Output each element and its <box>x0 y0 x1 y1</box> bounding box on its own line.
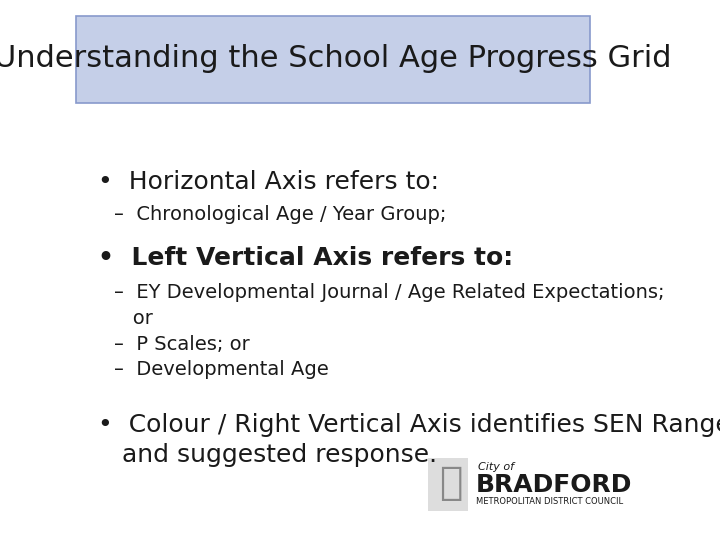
Text: City of: City of <box>478 462 514 472</box>
Text: –  EY Developmental Journal / Age Related Expectations;: – EY Developmental Journal / Age Related… <box>114 284 665 302</box>
FancyBboxPatch shape <box>428 458 468 511</box>
Text: or: or <box>114 309 153 328</box>
Text: •  Colour / Right Vertical Axis identifies SEN Range
   and suggested response.: • Colour / Right Vertical Axis identifie… <box>98 413 720 467</box>
Text: –  Chronological Age / Year Group;: – Chronological Age / Year Group; <box>114 205 447 224</box>
Text: METROPOLITAN DISTRICT COUNCIL: METROPOLITAN DISTRICT COUNCIL <box>476 497 624 506</box>
Text: •  Left Vertical Axis refers to:: • Left Vertical Axis refers to: <box>98 246 513 269</box>
Text: –  Developmental Age: – Developmental Age <box>114 360 329 379</box>
FancyBboxPatch shape <box>76 16 590 103</box>
Text: •  Horizontal Axis refers to:: • Horizontal Axis refers to: <box>98 170 439 194</box>
Text: BRADFORD: BRADFORD <box>476 472 632 496</box>
Text: Understanding the School Age Progress Grid: Understanding the School Age Progress Gr… <box>0 44 672 73</box>
Text: ⛜: ⛜ <box>438 464 462 502</box>
Text: –  P Scales; or: – P Scales; or <box>114 335 250 354</box>
